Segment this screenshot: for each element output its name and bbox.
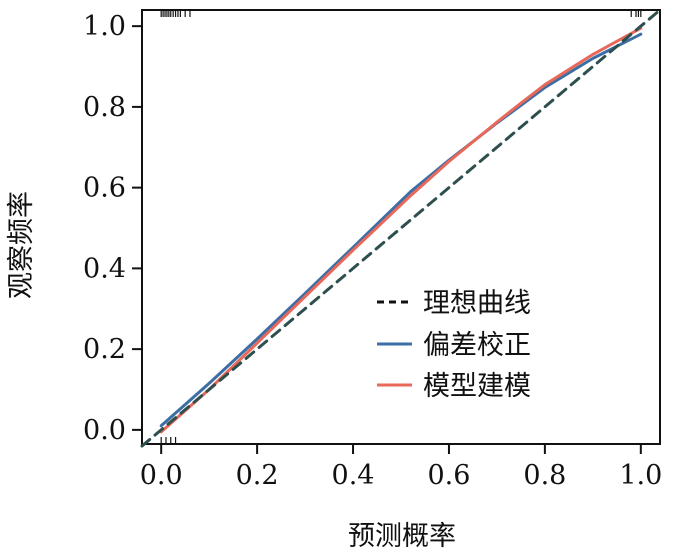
series-line-2 xyxy=(159,26,643,434)
y-tick-label-2: 0.4 xyxy=(83,253,126,284)
x-axis: 0.0 0.2 0.4 0.6 0.8 1.0 xyxy=(140,444,662,491)
y-tick-label-0: 0.0 xyxy=(83,415,126,446)
plot-frame xyxy=(141,9,661,445)
x-axis-title: 预测概率 xyxy=(348,521,456,552)
legend-label-bias-corrected: 偏差校正 xyxy=(423,330,531,361)
y-tick-label-4: 0.8 xyxy=(83,92,126,123)
x-tick-label-1: 0.2 xyxy=(236,460,279,491)
series-line-0 xyxy=(140,8,662,448)
y-axis: 0.0 0.2 0.4 0.6 0.8 1.0 xyxy=(83,11,142,446)
x-tick-label-2: 0.4 xyxy=(332,460,375,491)
y-tick-label-5: 1.0 xyxy=(83,11,126,42)
y-axis-title: 观察频率 xyxy=(6,191,37,299)
y-tick-label-1: 0.2 xyxy=(83,334,126,365)
x-tick-label-4: 0.8 xyxy=(523,460,566,491)
legend-label-ideal: 理想曲线 xyxy=(423,288,531,319)
x-tick-label-5: 1.0 xyxy=(619,460,662,491)
legend: 理想曲线 偏差校正 模型建模 xyxy=(377,288,531,402)
rug-layer xyxy=(160,10,642,444)
x-tick-label-3: 0.6 xyxy=(427,460,470,491)
y-tick-label-3: 0.6 xyxy=(83,173,126,204)
legend-label-model: 模型建模 xyxy=(423,371,531,402)
series-line-1 xyxy=(159,32,643,428)
x-tick-label-0: 0.0 xyxy=(140,460,183,491)
series-layer xyxy=(140,8,662,448)
